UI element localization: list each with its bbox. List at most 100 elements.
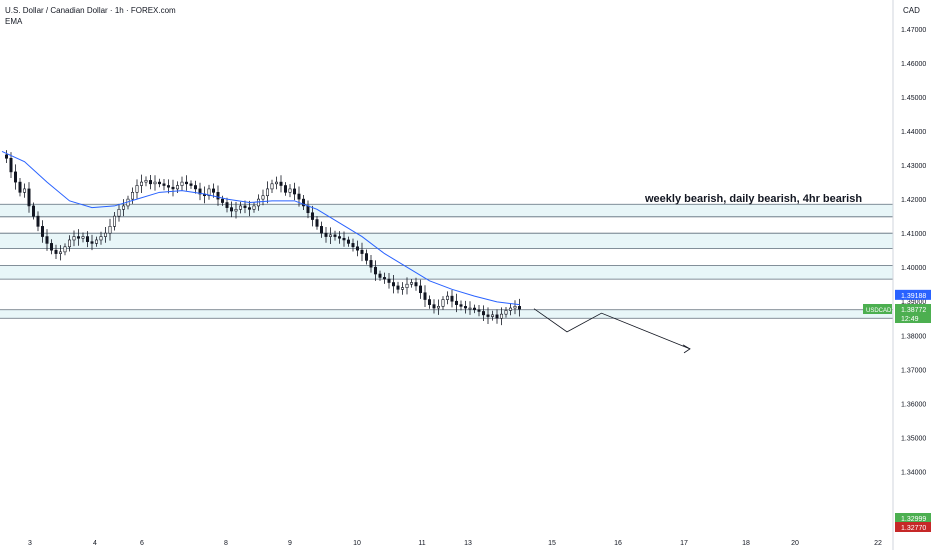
candle-body <box>337 236 341 239</box>
candle-body <box>140 181 144 186</box>
candle-body <box>216 192 220 200</box>
time-tick-label: 15 <box>548 540 556 547</box>
candle-body <box>108 226 112 234</box>
candle-body <box>490 314 494 317</box>
candle-body <box>167 185 171 188</box>
candle-body <box>472 307 476 311</box>
candle-body <box>409 282 413 285</box>
time-tick-label: 6 <box>140 540 144 547</box>
candle-body <box>256 198 260 207</box>
candle-body <box>283 185 287 193</box>
candle-body <box>185 181 189 185</box>
candle-body <box>63 246 67 253</box>
candle-body <box>221 198 225 203</box>
candle-body <box>369 260 373 268</box>
ema-line <box>1 151 520 306</box>
candle-body <box>477 309 481 312</box>
candle-body <box>248 207 252 210</box>
candle-body <box>315 219 319 227</box>
zone-0 <box>0 204 893 217</box>
candle-body <box>486 314 490 317</box>
zone-1 <box>0 233 893 249</box>
candle-body <box>176 185 180 190</box>
low-price-value: 1.32770 <box>901 525 926 532</box>
symbol-title[interactable]: U.S. Dollar / Canadian Dollar · 1h · FOR… <box>5 6 176 15</box>
candle-body <box>31 205 35 217</box>
candle-body <box>342 237 346 241</box>
chart-annotation: weekly bearish, daily bearish, 4hr beari… <box>644 193 862 205</box>
candle-body <box>432 304 436 309</box>
price-tick-label: 1.36000 <box>901 401 926 408</box>
candle-body <box>243 205 247 208</box>
candle-body <box>459 304 463 307</box>
low-price-value: 1.32999 <box>901 516 926 523</box>
candle-body <box>261 195 265 200</box>
candle-body <box>450 295 454 302</box>
candle-body <box>86 236 90 242</box>
time-tick-label: 16 <box>614 540 622 547</box>
candlestick-series <box>5 150 521 326</box>
candle-body <box>360 249 364 254</box>
candle-body <box>504 310 508 315</box>
candle-body <box>445 295 449 300</box>
candle-body <box>72 236 76 241</box>
time-tick-label: 3 <box>28 540 32 547</box>
symbol-badge-label: USDCAD <box>866 308 892 314</box>
candle-body <box>513 306 517 309</box>
candle-body <box>58 251 62 254</box>
price-tick-label: 1.37000 <box>901 367 926 374</box>
candle-body <box>382 277 386 280</box>
candle-body <box>436 306 440 309</box>
time-axis[interactable]: 3 4 6 8 9 10 11 13 15 16 17 18 20 22 <box>28 540 882 547</box>
candle-body <box>180 181 184 186</box>
candle-body <box>279 181 283 186</box>
ema-path <box>1 151 520 306</box>
projection-arrowhead <box>682 344 691 354</box>
low-price-badge <box>895 522 931 532</box>
candle-body <box>171 186 175 190</box>
candle-body <box>14 171 18 183</box>
candle-body <box>495 314 499 319</box>
time-tick-label: 22 <box>874 540 882 547</box>
indicator-label[interactable]: EMA <box>5 17 23 26</box>
price-tick-label: 1.34000 <box>901 469 926 476</box>
symbol-badge <box>863 304 892 315</box>
candle-body <box>306 205 310 214</box>
price-tick-label: 1.41000 <box>901 231 926 238</box>
candle-body <box>351 243 355 248</box>
candle-body <box>396 285 400 290</box>
candle-body <box>122 205 126 210</box>
price-tick-label: 1.44000 <box>901 129 926 136</box>
candle-body <box>441 299 445 307</box>
candle-body <box>158 181 162 185</box>
candle-body <box>81 236 85 239</box>
zone-3 <box>0 309 893 319</box>
candle-body <box>270 183 274 190</box>
countdown-timer: 12:49 <box>901 316 919 323</box>
candle-body <box>212 188 216 193</box>
price-axis[interactable]: 1.47000 1.46000 1.45000 1.44000 1.43000 1.420… <box>892 0 926 550</box>
candle-body <box>144 180 148 183</box>
price-badges: 1.39188 USDCAD 1.38772 12:49 1.32999 1.32770 <box>863 289 931 532</box>
time-tick-label: 10 <box>353 540 361 547</box>
price-tick-label: 1.42000 <box>901 197 926 204</box>
last-price-value: 1.38772 <box>901 307 926 314</box>
candle-body <box>414 282 418 287</box>
candle-body <box>463 306 467 309</box>
candle-body <box>400 287 404 290</box>
currency-label: CAD <box>903 6 920 15</box>
candle-body <box>378 273 382 278</box>
candle-body <box>265 188 269 197</box>
candle-body <box>387 278 391 283</box>
time-tick-label: 11 <box>418 540 425 547</box>
candle-body <box>99 236 103 241</box>
candle-body <box>18 181 22 193</box>
price-tick-label: 1.45000 <box>901 95 926 102</box>
time-tick-label: 8 <box>224 540 228 547</box>
candle-body <box>45 236 49 244</box>
price-tick-label: 1.40000 <box>901 265 926 272</box>
price-tick-label: 1.43000 <box>901 163 926 170</box>
candle-body <box>95 239 99 244</box>
candle-body <box>333 234 337 237</box>
